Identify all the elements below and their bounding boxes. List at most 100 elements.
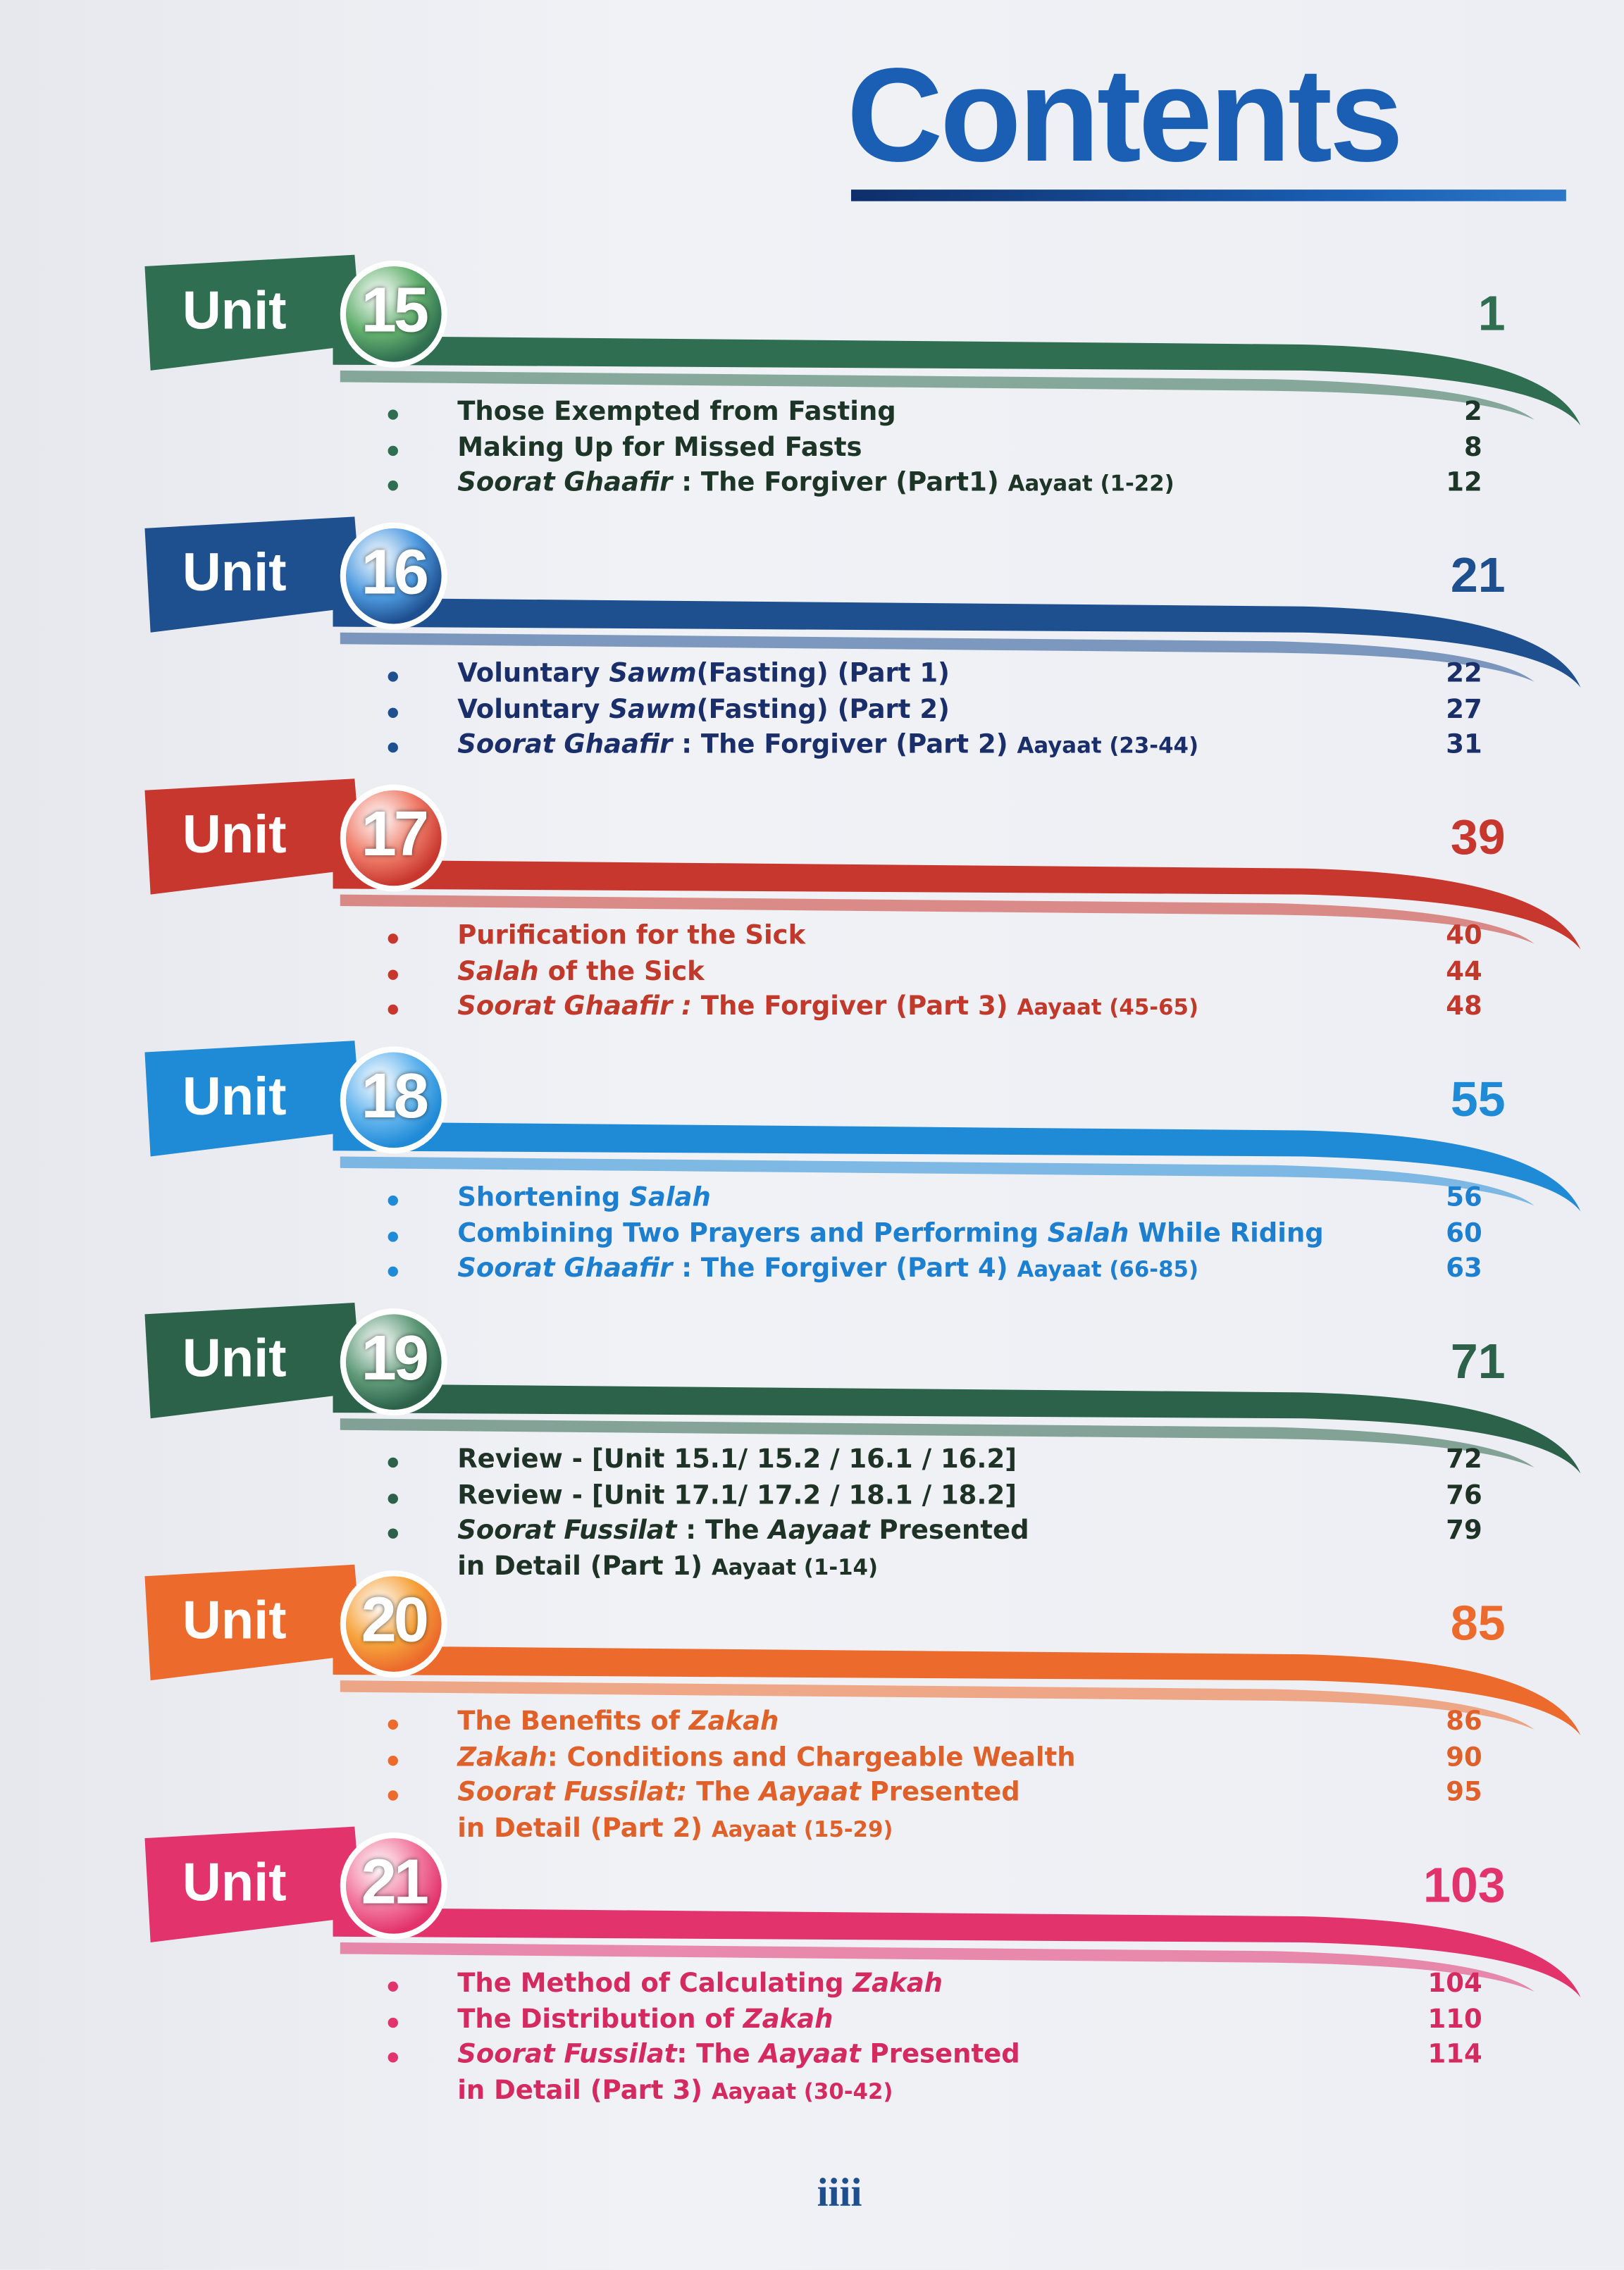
unit-banner xyxy=(144,779,1581,950)
entry-title: Purification for the Sick xyxy=(457,921,805,951)
unit-banner xyxy=(144,1826,1581,1998)
entry-text: Combining Two Prayers and Performing xyxy=(457,1217,1048,1248)
entry-text: : The Forgiver (Part 4) xyxy=(672,1253,1017,1284)
unit-number: 19 xyxy=(361,1322,429,1394)
unit-number: 21 xyxy=(361,1847,429,1918)
entry-title: in Detail (Part 3) Aayaat (30-42) xyxy=(457,2075,893,2105)
unit-label: Unit xyxy=(182,542,287,602)
entry-title: Soorat Fussilat: The Aayaat Presented xyxy=(457,2040,1020,2070)
entry-page: 2 xyxy=(1463,396,1482,428)
ribbon-shadow xyxy=(340,1942,1535,1992)
entry-title: in Detail (Part 1) Aayaat (1-14) xyxy=(457,1551,878,1581)
unit-tab xyxy=(144,254,362,371)
bullet xyxy=(388,1528,398,1539)
unit-page: 1 xyxy=(1477,286,1506,342)
entry-italic: Aayaat xyxy=(759,1777,861,1808)
unit-page: 103 xyxy=(1423,1858,1506,1914)
entry-italic: Salah xyxy=(457,955,539,987)
bullet xyxy=(388,934,398,944)
entry-title: Making Up for Missed Fasts xyxy=(457,432,862,462)
entry-small: Aayaat (30-42) xyxy=(711,2078,893,2104)
unit-label: Unit xyxy=(182,1852,287,1912)
entry-italic: Aayaat xyxy=(759,2039,861,2070)
entry-italic: Soorat Fussilat xyxy=(457,1515,677,1546)
entry-title: Those Exempted from Fasting xyxy=(457,397,896,427)
bullet xyxy=(388,2052,398,2063)
ribbon xyxy=(333,597,1581,688)
unit-label: Unit xyxy=(182,280,287,340)
entry-italic: Soorat Ghaafir : xyxy=(457,991,692,1022)
unit-page: 71 xyxy=(1450,1334,1506,1390)
ribbon xyxy=(333,1645,1581,1736)
page-number: iiii xyxy=(817,2171,862,2216)
bullet xyxy=(388,1719,398,1730)
entry-title: Soorat Ghaafir : The Forgiver (Part 3) A… xyxy=(457,991,1198,1022)
entry-text: of the Sick xyxy=(538,955,705,987)
entry-text: Shortening xyxy=(457,1182,630,1213)
entry-italic: Sawm xyxy=(609,658,697,689)
entry-text: While Riding xyxy=(1129,1217,1324,1248)
entry-title: Shortening Salah xyxy=(457,1182,711,1212)
entry-italic: Zakah xyxy=(743,2004,833,2035)
entry-title: Voluntary Sawm(Fasting) (Part 1) xyxy=(457,659,950,689)
entry-text: Purification for the Sick xyxy=(457,920,806,951)
bullet xyxy=(388,1790,398,1801)
entry-text: The Benefits of xyxy=(457,1706,689,1737)
ribbon xyxy=(333,335,1581,426)
bullet xyxy=(388,707,398,717)
entry-page: 104 xyxy=(1427,1968,1482,1999)
entry-page: 8 xyxy=(1463,432,1482,463)
entry-page: 110 xyxy=(1427,2004,1482,2035)
unit-page: 85 xyxy=(1450,1596,1506,1652)
entry-page: 72 xyxy=(1446,1444,1482,1475)
entry-text: The xyxy=(687,1777,760,1808)
bullet xyxy=(388,480,398,491)
bullet xyxy=(388,409,398,420)
entry-title: Soorat Fussilat: The Aayaat Presented xyxy=(457,1778,1020,1808)
entry-text: Presented xyxy=(860,1777,1020,1808)
unit-label: Unit xyxy=(182,805,287,864)
bullet xyxy=(388,969,398,979)
entry-italic: Salah xyxy=(1047,1217,1129,1248)
entry-title: in Detail (Part 2) Aayaat (15-29) xyxy=(457,1813,893,1843)
entry-text: (Fasting) (Part 2) xyxy=(696,694,950,725)
entry-italic: Zakah xyxy=(457,1742,547,1773)
entry-text: The Method of Calculating xyxy=(457,1968,853,1999)
entry-text: Voluntary xyxy=(457,694,609,725)
entry-page: 40 xyxy=(1446,920,1482,951)
unit-page: 55 xyxy=(1450,1072,1506,1128)
unit-banner xyxy=(144,254,1581,426)
entry-italic: Zakah xyxy=(688,1706,779,1737)
unit-banner xyxy=(144,1302,1581,1474)
entry-italic: Salah xyxy=(629,1182,711,1213)
entry-text: : The xyxy=(676,1515,769,1546)
entry-text: : The Forgiver (Part 2) xyxy=(672,729,1017,760)
entry-italic: Soorat Ghaafir xyxy=(457,1253,673,1284)
entry-text: in Detail (Part 2) xyxy=(457,1813,712,1844)
bullet xyxy=(388,1004,398,1015)
unit-banner xyxy=(144,516,1581,688)
ribbon-shadow xyxy=(340,1680,1535,1730)
entry-text: : The xyxy=(676,2039,760,2070)
entry-page: 114 xyxy=(1427,2039,1482,2070)
entry-title: Soorat Ghaafir : The Forgiver (Part 4) A… xyxy=(457,1253,1198,1284)
entry-text: Presented xyxy=(869,1515,1029,1546)
entry-text: Those Exempted from Fasting xyxy=(457,396,896,428)
entry-page: 63 xyxy=(1446,1253,1482,1284)
unit-tab xyxy=(144,1564,362,1681)
unit-circle xyxy=(346,1052,442,1148)
entry-page: 44 xyxy=(1446,955,1482,987)
ribbon-shadow xyxy=(340,894,1535,944)
entry-title: Zakah: Conditions and Chargeable Wealth xyxy=(457,1742,1075,1772)
unit-banner xyxy=(144,1564,1581,1736)
ribbon-shadow xyxy=(340,1418,1535,1468)
entry-text: Review - [Unit 17.1/ 17.2 / 18.1 / 18.2] xyxy=(457,1480,1017,1511)
ribbon xyxy=(333,860,1581,950)
unit-tab xyxy=(144,516,362,633)
entry-title: Review - [Unit 17.1/ 17.2 / 18.1 / 18.2] xyxy=(457,1480,1017,1511)
entry-small: Aayaat (1-14) xyxy=(711,1553,879,1580)
entry-italic: Soorat Ghaafir xyxy=(457,467,673,498)
unit-number: 17 xyxy=(361,799,429,870)
bullet xyxy=(388,742,398,753)
